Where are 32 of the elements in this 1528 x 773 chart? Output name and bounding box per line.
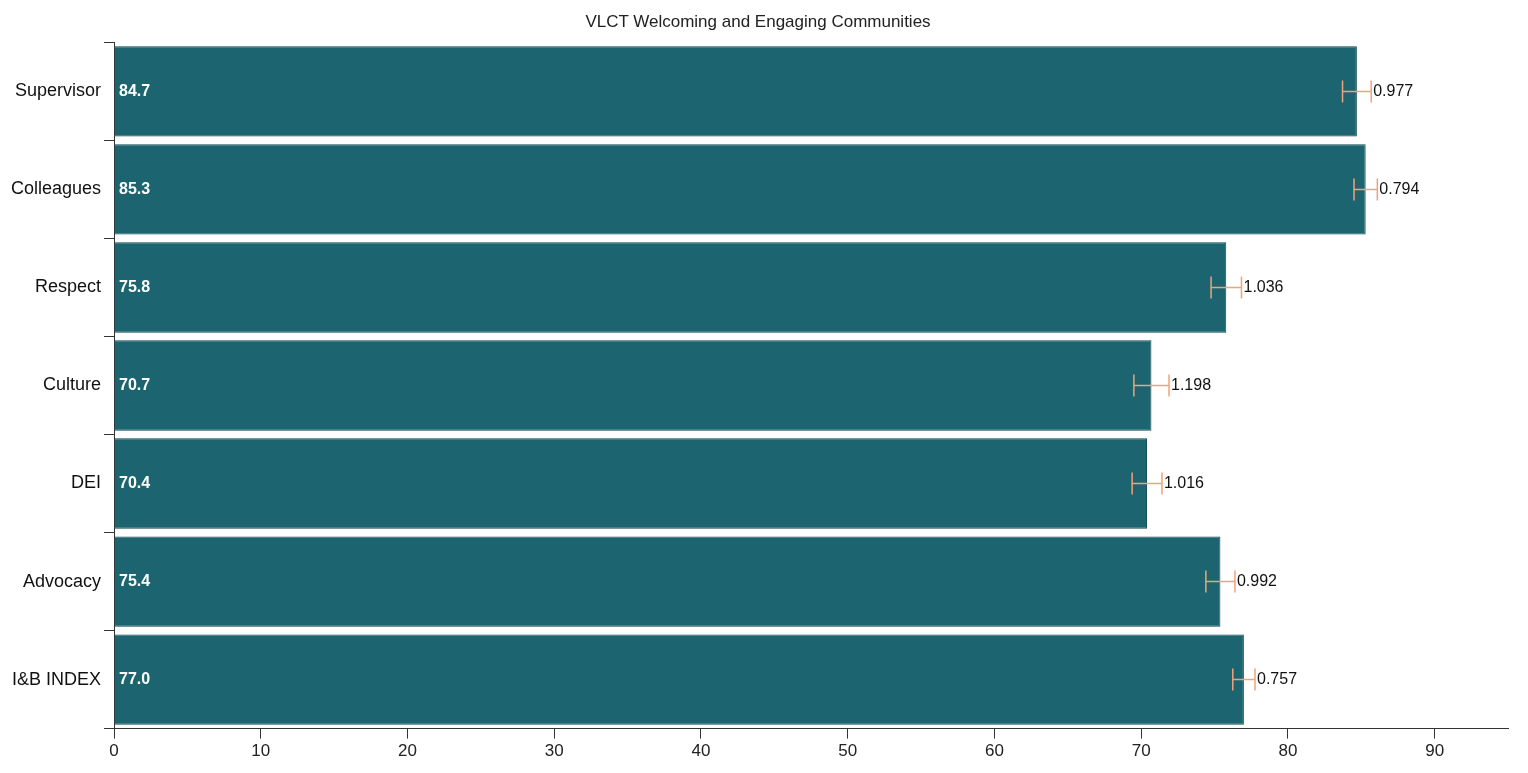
y-tick-label: Advocacy: [23, 570, 102, 591]
chart-title: VLCT Welcoming and Engaging Communities: [585, 11, 931, 31]
y-tick-label: DEI: [71, 472, 102, 493]
x-tick-label: 10: [251, 741, 271, 761]
x-tick-label: 90: [1425, 741, 1445, 761]
x-tick-label: 40: [691, 741, 711, 761]
data-label: 70.7: [119, 375, 151, 393]
data-label: 75.8: [119, 277, 151, 295]
y-tick-label: I&B INDEX: [12, 668, 102, 689]
y-tick-label: Respect: [35, 276, 102, 297]
annotation: 0.977: [1373, 81, 1414, 99]
data-label: 77.0: [119, 669, 151, 687]
x-tick-label: 50: [838, 741, 858, 761]
x-tick-label: 20: [398, 741, 417, 761]
annotation: 1.036: [1243, 277, 1284, 295]
y-tick-label: Colleagues: [11, 178, 102, 199]
y-tick-label: Supervisor: [15, 80, 102, 101]
x-tick-label: 0: [109, 741, 119, 761]
data-label: 85.3: [119, 179, 151, 197]
y-tick-label: Culture: [43, 374, 102, 395]
annotation: 0.992: [1236, 571, 1278, 589]
x-tick-label: 30: [544, 741, 564, 761]
x-tick-label: 80: [1278, 741, 1298, 761]
annotation: 0.794: [1379, 179, 1420, 197]
x-tick-label: 60: [984, 741, 1004, 761]
annotation: 0.757: [1256, 669, 1298, 687]
annotation: 1.016: [1163, 473, 1205, 491]
data-label: 75.4: [119, 571, 151, 589]
data-label: 70.4: [119, 473, 151, 491]
x-tick-label: 70: [1131, 741, 1151, 761]
annotation: 1.198: [1171, 375, 1212, 393]
data-label: 84.7: [119, 81, 151, 99]
